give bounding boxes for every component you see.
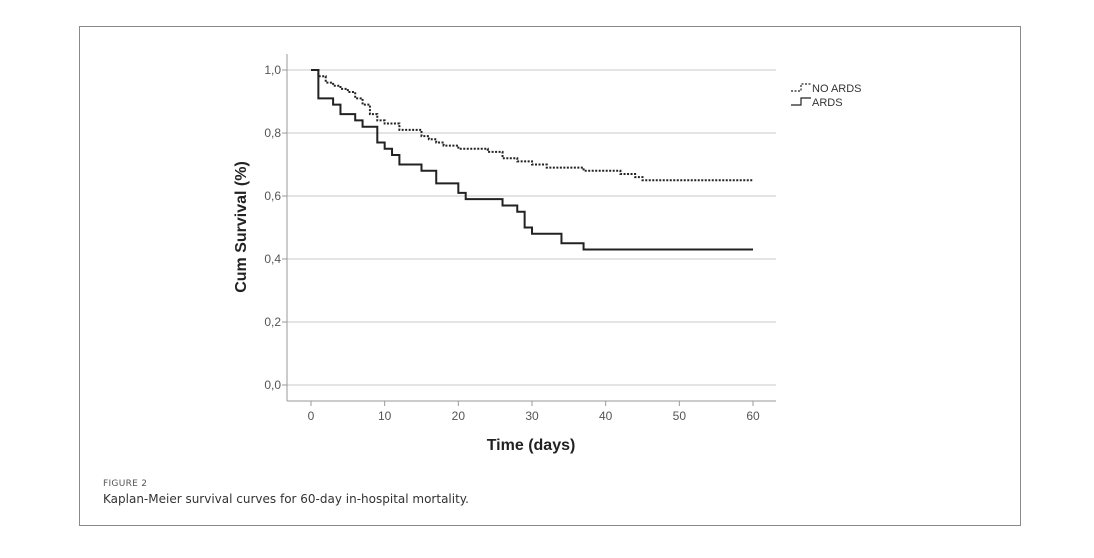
legend: NO ARDS ARDS	[791, 83, 862, 109]
y-tick-label: 0,8	[264, 126, 281, 140]
grid-layer	[287, 69, 776, 386]
x-tick-label: 40	[599, 409, 613, 423]
series-line-ards	[311, 69, 753, 251]
y-tick-label: 0,4	[264, 252, 281, 266]
x-tick-label: 60	[746, 409, 760, 423]
legend-symbol	[791, 97, 811, 106]
y-tick-label: 0,0	[264, 378, 281, 392]
y-tick-label: 0,6	[264, 189, 281, 203]
series-line-no-ards	[311, 69, 753, 182]
x-tick-label: 30	[525, 409, 539, 423]
x-tick-label: 20	[452, 409, 466, 423]
y-tick-label: 1,0	[264, 63, 281, 77]
y-tick-label: 0,2	[264, 315, 281, 329]
x-axis-title: Time (days)	[487, 437, 576, 454]
x-tick-label: 0	[308, 409, 315, 423]
x-tick-label: 50	[673, 409, 687, 423]
legend-label: NO ARDS	[812, 83, 862, 95]
series-layer	[311, 69, 753, 251]
figure-label: FIGURE 2	[103, 479, 148, 489]
y-axis-title: Cum Survival (%)	[233, 161, 250, 293]
figure-frame	[79, 26, 1021, 526]
figure-caption: Kaplan-Meier survival curves for 60-day …	[103, 492, 469, 506]
legend-symbol	[791, 83, 811, 92]
legend-label: ARDS	[812, 97, 843, 109]
x-tick-label: 10	[378, 409, 392, 423]
tick-layer: 0,0 0,2 0,4 0,6 0,8 1,0 0 10 20 30 40 50 60	[264, 63, 760, 423]
